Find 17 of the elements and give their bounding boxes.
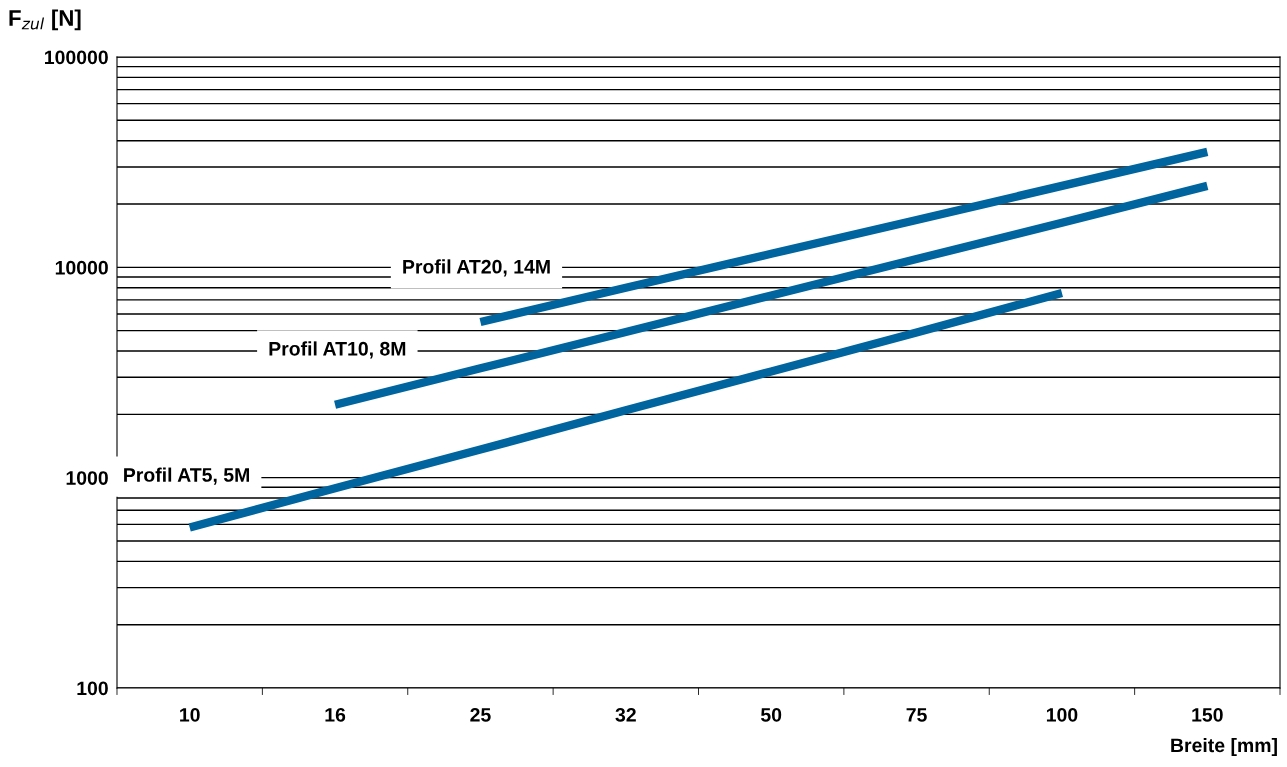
y-tick-label: 100000 (45, 50, 108, 65)
x-tick-label: 50 (760, 707, 782, 722)
series-label: Profil AT20, 14M (403, 259, 550, 277)
y-axis-title: F$_{zul}$ [N] (9, 9, 81, 31)
series-label: Profil AT10, 8M (269, 341, 406, 359)
x-tick-label: 75 (906, 708, 927, 722)
y-tick-label: 1000 (66, 471, 108, 485)
x-tick-label: 16 (325, 707, 346, 722)
x-tick-label: 32 (615, 707, 636, 722)
x-tick-label: 25 (470, 707, 491, 722)
x-tick-label: 10 (180, 707, 200, 722)
x-tick-label: 150 (1192, 707, 1223, 722)
series-label: Profil AT5, 5M (124, 467, 249, 485)
x-tick-label: 100 (1046, 707, 1078, 722)
y-tick-label: 100 (77, 681, 108, 696)
y-tick-label: 10000 (55, 260, 108, 275)
x-axis-title: Breite [mm] (1171, 737, 1277, 757)
